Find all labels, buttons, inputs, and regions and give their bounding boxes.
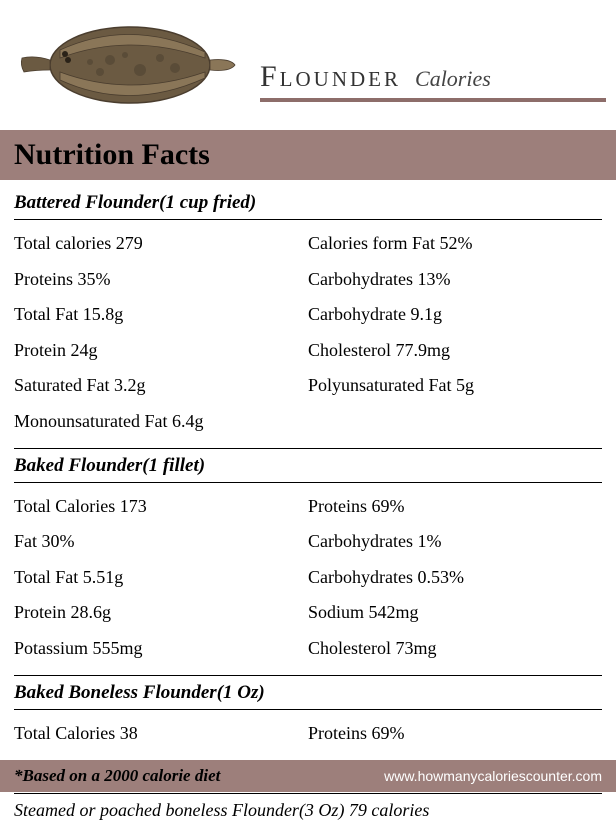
- nutrition-item: Potassium 555mg: [14, 631, 308, 667]
- nutrition-item: Total Fat 5.51g: [14, 560, 308, 596]
- nutrition-item: Carbohydrates 13%: [308, 262, 602, 298]
- nutrition-item: Sodium 542mg: [308, 595, 602, 631]
- section-title-battered: Battered Flounder(1 cup fried): [14, 186, 602, 220]
- nutrition-item: Saturated Fat 3.2g: [14, 368, 308, 404]
- footer-url: www.howmanycaloriescounter.com: [384, 768, 602, 784]
- header-area: Flounder Calories: [0, 0, 616, 130]
- footer-banner: *Based on a 2000 calorie diet www.howman…: [0, 760, 616, 792]
- flounder-image: [10, 10, 250, 120]
- nutrition-item: Total Fat 15.8g: [14, 297, 308, 333]
- nutrition-item: Proteins 69%: [308, 716, 602, 752]
- nutrition-item: Cholesterol 73mg: [308, 631, 602, 667]
- nutrition-item: Carbohydrates 1%: [308, 524, 602, 560]
- section-title-baked: Baked Flounder(1 fillet): [14, 448, 602, 483]
- page-title-sub: Calories: [415, 66, 491, 91]
- nutrition-item: [308, 404, 602, 440]
- nutrition-item: Total Calories 173: [14, 489, 308, 525]
- nutrition-item: Carbohydrates 0.53%: [308, 560, 602, 596]
- nutrition-item: Proteins 69%: [308, 489, 602, 525]
- nutrition-item: Polyunsaturated Fat 5g: [308, 368, 602, 404]
- nutrition-item: Protein 24g: [14, 333, 308, 369]
- nutrition-item: Total calories 279: [14, 226, 308, 262]
- data-grid-baked: Total Calories 173 Proteins 69% Fat 30% …: [14, 489, 602, 671]
- title-underline: [260, 98, 606, 102]
- nutrition-item: Protein 28.6g: [14, 595, 308, 631]
- footer-diet-note: *Based on a 2000 calorie diet: [14, 766, 220, 786]
- nutrition-item: Monounsaturated Fat 6.4g: [14, 404, 308, 440]
- nutrition-item: Carbohydrate 9.1g: [308, 297, 602, 333]
- nutrition-item: Total Calories 38: [14, 716, 308, 752]
- page-title-main: Flounder: [260, 60, 401, 93]
- content-area: Battered Flounder(1 cup fried) Total cal…: [0, 180, 616, 827]
- nutrition-item: Calories form Fat 52%: [308, 226, 602, 262]
- nutrition-item: Proteins 35%: [14, 262, 308, 298]
- nutrition-item: Fat 30%: [14, 524, 308, 560]
- nutrition-item: Cholesterol 77.9mg: [308, 333, 602, 369]
- title-area: Flounder Calories: [260, 60, 606, 102]
- nutrition-facts-banner: Nutrition Facts: [0, 130, 616, 180]
- data-grid-battered: Total calories 279 Calories form Fat 52%…: [14, 226, 602, 444]
- section-title-boneless: Baked Boneless Flounder(1 Oz): [14, 675, 602, 710]
- nutrition-facts-heading: Nutrition Facts: [14, 138, 602, 172]
- additional-note: Steamed or poached boneless Flounder(3 O…: [14, 793, 602, 827]
